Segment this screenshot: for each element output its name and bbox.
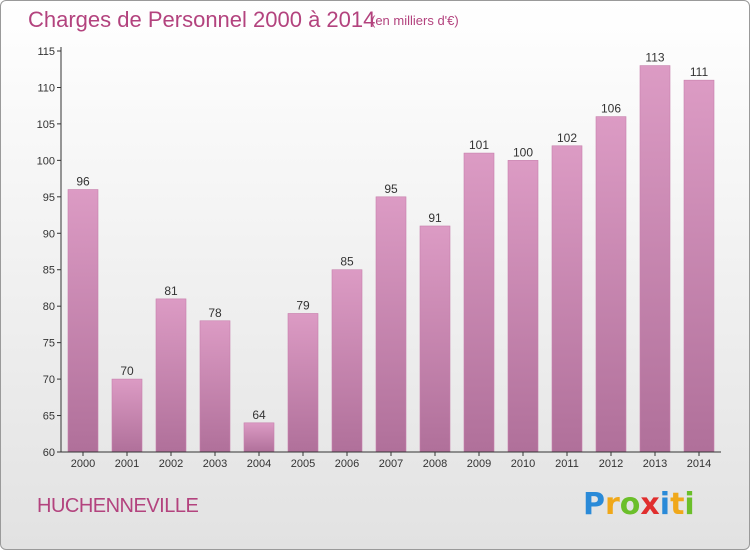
x-tick-label: 2008 — [423, 458, 447, 470]
bar — [375, 196, 407, 453]
bar — [243, 422, 275, 453]
x-tick-label: 2014 — [687, 458, 711, 470]
value-label: 96 — [76, 175, 90, 189]
logo-letter: i — [684, 487, 695, 522]
value-label: 79 — [296, 298, 310, 312]
bar — [111, 378, 143, 453]
bar — [199, 320, 231, 453]
x-tick-label: 2002 — [159, 458, 183, 470]
x-tick-label: 2013 — [643, 458, 667, 470]
y-tick-label: 80 — [43, 301, 55, 313]
value-label: 81 — [164, 284, 178, 298]
bar — [683, 79, 715, 453]
x-tick-label: 2000 — [71, 458, 95, 470]
bar — [507, 160, 539, 453]
x-tick-label: 2010 — [511, 458, 535, 470]
value-label: 102 — [557, 131, 577, 145]
x-tick-label: 2012 — [599, 458, 623, 470]
value-label: 111 — [690, 65, 709, 79]
value-label: 95 — [384, 182, 398, 196]
value-label: 101 — [469, 138, 489, 152]
logo-letter: o — [619, 487, 641, 522]
y-tick-label: 65 — [43, 411, 55, 423]
x-tick-label: 2003 — [203, 458, 227, 470]
x-tick-label: 2009 — [467, 458, 491, 470]
bar — [463, 152, 495, 453]
value-label: 113 — [645, 51, 664, 65]
y-tick-label: 95 — [43, 192, 55, 204]
x-tick-label: 2007 — [379, 458, 403, 470]
y-tick-label: 85 — [43, 265, 55, 277]
y-tick-label: 90 — [43, 228, 55, 240]
logo-letter: t — [670, 487, 685, 522]
bar — [331, 269, 363, 453]
proxiti-logo: Proxiti — [583, 487, 695, 522]
x-tick-label: 2004 — [247, 458, 271, 470]
value-label: 78 — [208, 306, 222, 320]
bar — [595, 116, 627, 453]
bar — [67, 189, 99, 453]
value-label: 85 — [340, 255, 354, 269]
x-tick-label: 2006 — [335, 458, 359, 470]
value-label: 106 — [601, 102, 621, 116]
chart-title: Charges de Personnel 2000 à 2014 — [28, 7, 376, 32]
x-tick-label: 2011 — [555, 458, 579, 470]
value-label: 91 — [428, 211, 442, 225]
bar — [639, 65, 671, 453]
value-label: 100 — [513, 145, 533, 159]
y-tick-label: 110 — [37, 82, 55, 94]
bar — [419, 225, 451, 453]
y-tick-label: 115 — [37, 46, 55, 58]
y-tick-label: 70 — [43, 374, 55, 386]
bar — [551, 145, 583, 453]
x-tick-label: 2005 — [291, 458, 315, 470]
y-tick-label: 60 — [43, 447, 55, 459]
logo-letter: i — [659, 487, 671, 522]
chart-subtitle: (en milliers d'€) — [371, 13, 459, 28]
y-tick-label: 75 — [43, 338, 55, 350]
bar — [155, 298, 187, 453]
x-tick-label: 2001 — [115, 458, 139, 470]
y-tick-label: 105 — [37, 119, 55, 131]
y-tick-label: 100 — [37, 155, 55, 167]
town-name: HUCHENNEVILLE — [37, 495, 199, 517]
logo-letter: x — [640, 487, 660, 522]
value-label: 64 — [252, 408, 266, 422]
logo-letter: r — [605, 487, 620, 522]
value-label: 70 — [120, 364, 134, 378]
bar — [287, 313, 319, 453]
logo-letter: P — [583, 487, 605, 522]
